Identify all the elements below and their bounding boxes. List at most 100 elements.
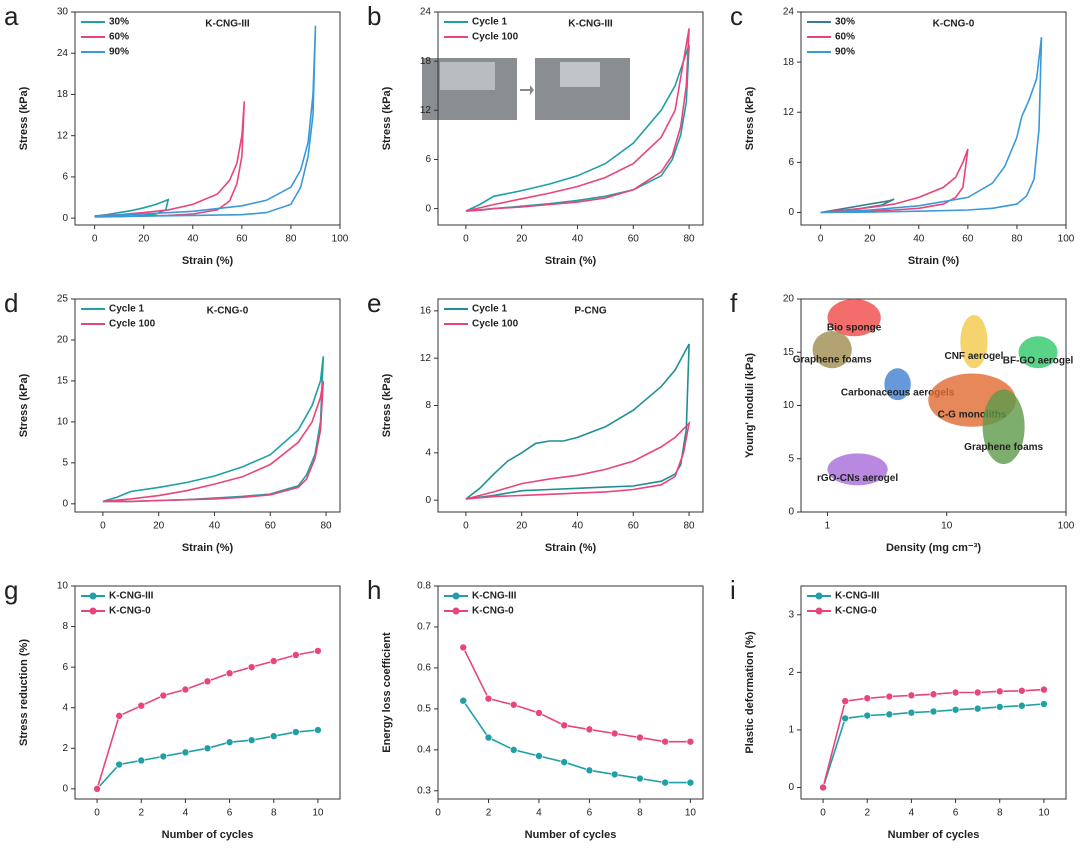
x-axis-label: Strain (%): [545, 255, 597, 267]
y-tick-label: 6: [425, 154, 431, 165]
data-line: [96, 729, 318, 790]
x-tick-label: 80: [320, 521, 332, 532]
data-point: [459, 696, 468, 705]
data-line: [465, 420, 691, 500]
axis-frame: [74, 11, 341, 226]
legend-label: 30%: [109, 17, 129, 28]
x-tick-label: 60: [628, 521, 640, 532]
data-point: [292, 651, 300, 659]
panel: d K-CNG-0 Strain (%) Stress (kPa) 0 20 40 60 80 0…: [4, 288, 341, 554]
y-tick-label: 6: [62, 662, 68, 673]
y-tick-label: 3: [788, 609, 794, 620]
x-tick-label: 4: [183, 808, 189, 819]
data-point: [225, 669, 234, 678]
axis-frame: [437, 11, 704, 226]
x-tick-label: 6: [587, 808, 593, 819]
x-tick-label: 40: [209, 521, 221, 532]
data-line: [102, 356, 325, 503]
data-line: [462, 700, 691, 784]
legend-marker: [452, 607, 460, 615]
data-point: [1040, 685, 1048, 694]
legend-label: Cycle 100: [472, 32, 519, 43]
y-tick-label: 0.7: [417, 622, 431, 633]
legend-label: 90%: [835, 47, 855, 58]
axis-frame: [74, 298, 341, 513]
data-line: [465, 28, 690, 212]
legend-label: K-CNG-0: [472, 606, 514, 617]
y-tick-label: 0: [425, 495, 431, 506]
y-tick-label: 4: [62, 702, 68, 713]
data-point: [159, 691, 168, 700]
y-tick-label: 12: [420, 353, 432, 364]
y-tick-label: 8: [425, 400, 431, 411]
y-tick-label: 15: [783, 347, 795, 358]
x-tick-label: 100: [1058, 521, 1075, 532]
data-point: [973, 688, 982, 697]
y-tick-label: 0.3: [417, 785, 431, 796]
y-tick-label: 10: [57, 417, 69, 428]
data-line: [462, 647, 691, 743]
region-label: Bio sponge: [827, 323, 882, 334]
legend-marker: [815, 607, 823, 615]
y-tick-label: 0: [62, 213, 68, 224]
x-tick-label: 10: [312, 808, 324, 819]
x-axis-label: Strain (%): [545, 542, 597, 554]
x-tick-label: 20: [516, 521, 528, 532]
legend-label: 30%: [835, 17, 855, 28]
x-tick-label: 20: [864, 234, 876, 245]
legend-marker: [815, 592, 823, 600]
y-axis-label: Young' moduli (kPa): [744, 353, 756, 458]
panel-letter: i: [730, 575, 736, 605]
data-line: [820, 148, 969, 214]
data-point: [137, 756, 146, 765]
data-point: [661, 778, 669, 787]
data-point: [181, 748, 190, 757]
y-tick-label: 5: [788, 453, 794, 464]
y-tick-label: 18: [783, 57, 795, 68]
data-point: [203, 744, 212, 753]
y-tick-label: 10: [57, 581, 69, 592]
data-point: [1018, 686, 1026, 695]
data-point: [314, 647, 322, 655]
axis-frame: [74, 585, 341, 800]
x-tick-label: 80: [683, 521, 695, 532]
panel-letter: h: [367, 575, 381, 605]
data-point: [535, 709, 543, 717]
axis-frame: [800, 585, 1067, 800]
data-point: [137, 701, 146, 710]
axis-frame: [800, 11, 1067, 226]
data-point: [225, 738, 234, 747]
y-tick-label: 0.6: [417, 663, 431, 674]
x-tick-label: 60: [265, 521, 277, 532]
x-tick-label: 0: [463, 234, 469, 245]
data-point: [1040, 700, 1048, 708]
y-tick-label: 1: [788, 725, 794, 736]
data-point: [973, 704, 982, 713]
region: [960, 314, 988, 369]
panel-letter: f: [730, 288, 738, 318]
y-tick-label: 12: [783, 107, 795, 118]
region-label: Graphene foams: [793, 354, 872, 365]
data-point: [686, 737, 695, 746]
data-line: [102, 380, 325, 503]
legend-label: 60%: [109, 32, 129, 43]
y-tick-label: 0.8: [417, 581, 431, 592]
data-line: [94, 101, 246, 218]
x-tick-label: 80: [1011, 234, 1023, 245]
panel-letter: g: [4, 575, 18, 605]
y-tick-label: 15: [57, 376, 69, 387]
legend-label: Cycle 100: [472, 319, 519, 330]
data-point: [484, 733, 493, 742]
x-tick-label: 4: [909, 808, 915, 819]
data-point: [314, 726, 322, 734]
panel: e P-CNG Strain (%) Stress (kPa) 0 20 40 60 80 0 4 8…: [367, 288, 704, 554]
data-point: [951, 688, 960, 697]
data-point: [585, 725, 594, 734]
x-tick-label: 6: [227, 808, 233, 819]
x-tick-label: 4: [536, 808, 542, 819]
legend-label: 60%: [835, 32, 855, 43]
y-tick-label: 20: [783, 294, 795, 305]
